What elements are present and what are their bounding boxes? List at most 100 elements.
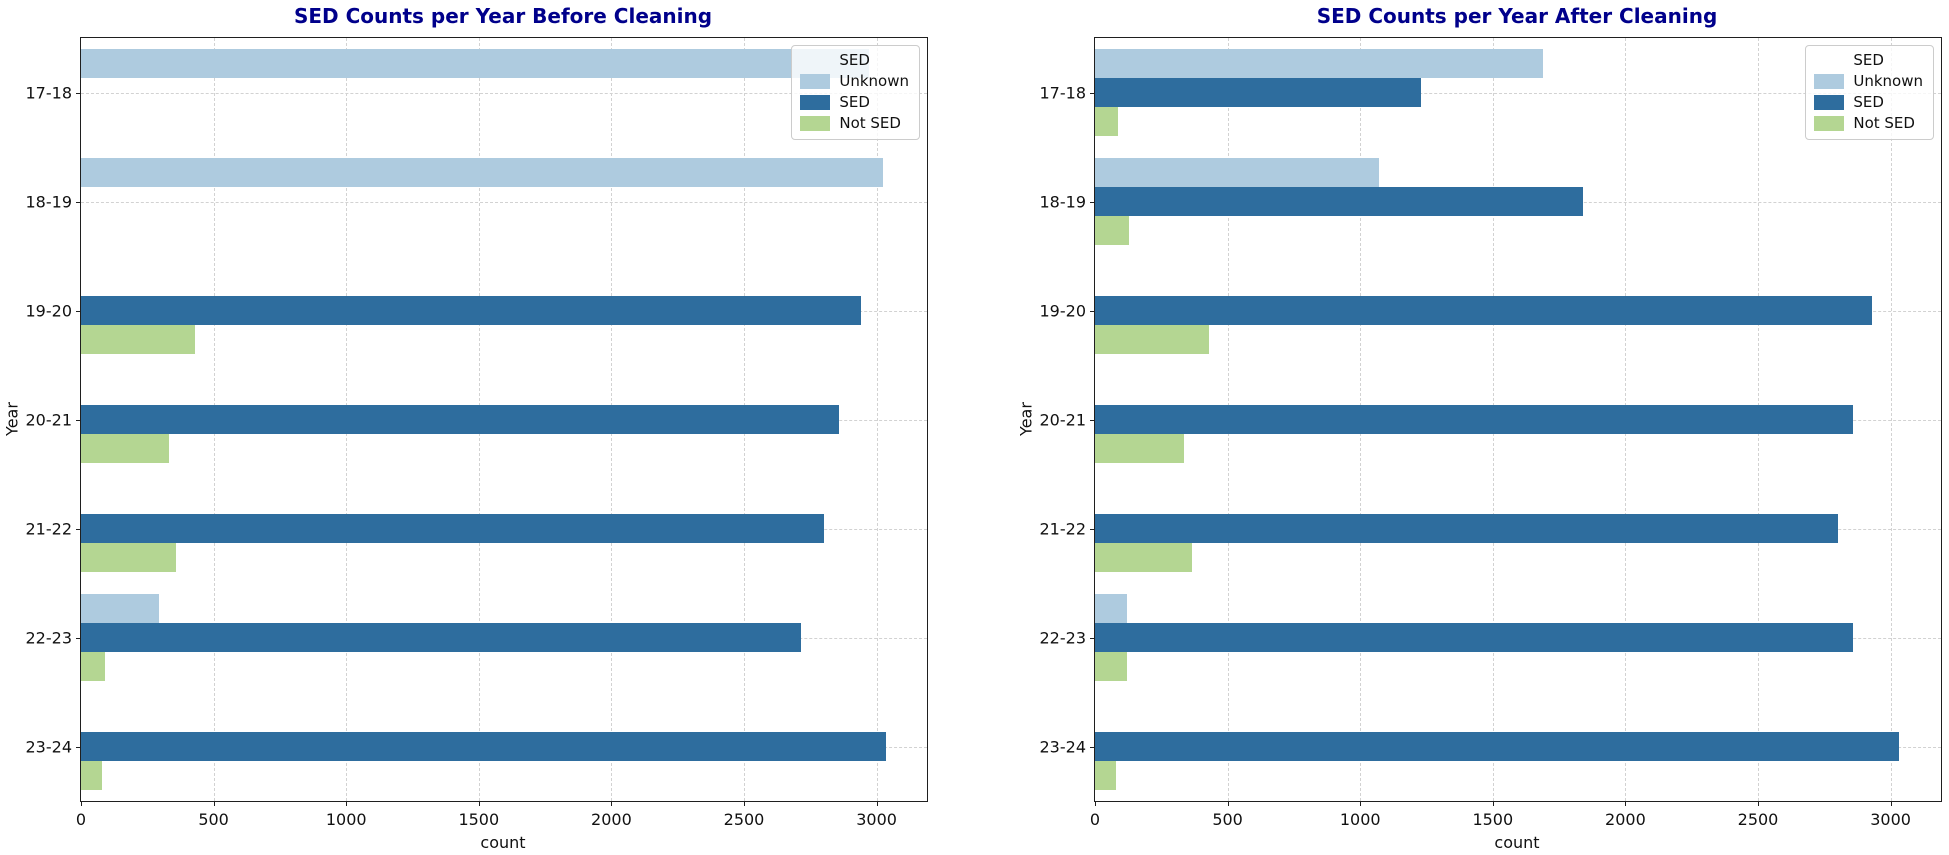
bar-not-sed-23-24 <box>81 761 103 791</box>
bar-sed-23-24 <box>81 731 886 762</box>
legend-title: SED <box>839 51 870 69</box>
bar-sed-22-23 <box>1095 622 1854 653</box>
y-gridline <box>81 201 927 203</box>
bar-sed-17-18 <box>1095 77 1422 108</box>
legend: SED Unknown SED Not SED <box>1805 45 1934 140</box>
bar-sed-22-23 <box>81 622 802 653</box>
bar-not-sed-17-18 <box>1095 107 1118 137</box>
x-tick-mark <box>744 801 745 806</box>
bar-not-sed-21-22 <box>81 543 177 573</box>
legend-item-unknown: Unknown <box>1814 72 1923 90</box>
x-tick-mark <box>1492 801 1494 806</box>
y-tick-label: 21-22 <box>1039 519 1087 538</box>
y-tick-mark <box>76 746 81 748</box>
y-tick-mark <box>1090 746 1095 748</box>
bar-not-sed-22-23 <box>1095 652 1127 682</box>
x-tick-label: 2000 <box>591 810 632 829</box>
y-tick-label: 17-18 <box>1039 83 1087 102</box>
y-tick-mark <box>76 528 81 530</box>
bar-sed-19-20 <box>1095 295 1873 326</box>
x-tick-mark <box>1095 801 1096 806</box>
legend-label: SED <box>839 93 870 111</box>
x-tick-mark <box>876 801 878 806</box>
y-tick-mark <box>76 92 81 94</box>
bar-sed-18-19 <box>1095 186 1583 217</box>
y-gridline <box>81 92 927 94</box>
legend-title: SED <box>1853 51 1884 69</box>
x-axis-label: count <box>480 833 526 852</box>
y-tick-label: 17-18 <box>25 83 73 102</box>
y-tick-label: 23-24 <box>25 737 73 756</box>
plot-area: 0 500 1000 1500 2000 2500 3000 17-18 18-19 19-20 2… <box>26 37 928 829</box>
bar-not-sed-19-20 <box>81 325 196 355</box>
x-tick-mark <box>346 801 348 806</box>
bar-sed-20-21 <box>1095 404 1854 435</box>
x-tick-mark <box>1360 801 1362 806</box>
bar-sed-21-22 <box>1095 513 1838 544</box>
x-tick-label: 3000 <box>1870 810 1911 829</box>
not-sed-swatch-icon <box>1814 115 1845 131</box>
legend-label: Unknown <box>1853 72 1923 90</box>
y-tick-mark <box>76 637 81 639</box>
not-sed-swatch-icon <box>800 115 831 131</box>
plot-area: 0 500 1000 1500 2000 2500 3000 17-18 18-19 19-20 2… <box>1040 37 1942 829</box>
bar-not-sed-21-22 <box>1095 543 1192 573</box>
x-tick-mark <box>1890 801 1892 806</box>
x-tick-label: 1000 <box>1339 810 1381 829</box>
x-tick-label: 0 <box>1089 810 1101 829</box>
y-tick-mark <box>76 310 81 312</box>
x-tick-label: 2500 <box>1737 810 1779 829</box>
legend-item-unknown: Unknown <box>800 72 909 90</box>
x-tick-label: 500 <box>1212 810 1243 829</box>
y-tick-label: 21-22 <box>25 519 73 538</box>
x-tick-mark <box>1625 801 1627 806</box>
legend-label: SED <box>1853 93 1884 111</box>
bar-not-sed-19-20 <box>1095 325 1210 355</box>
y-tick-mark <box>76 201 81 203</box>
legend: SED Unknown SED Not SED <box>791 45 920 140</box>
x-tick-label: 2500 <box>723 810 765 829</box>
y-tick-label: 23-24 <box>1039 737 1087 756</box>
bar-not-sed-20-21 <box>1095 434 1184 464</box>
x-tick-label: 1500 <box>1472 810 1514 829</box>
bar-unknown-17-18 <box>1095 48 1544 78</box>
y-tick-label: 18-19 <box>1039 192 1087 211</box>
y-tick-label: 22-23 <box>25 628 73 647</box>
x-tick-mark <box>81 801 82 806</box>
bar-not-sed-22-23 <box>81 652 105 682</box>
y-tick-label: 20-21 <box>25 410 73 429</box>
x-tick-mark <box>1227 801 1229 806</box>
y-tick-mark <box>1090 310 1095 312</box>
chart-title: SED Counts per Year Before Cleaning <box>293 4 713 28</box>
y-tick-label: 19-20 <box>25 301 73 320</box>
bar-unknown-18-19 <box>1095 157 1379 187</box>
unknown-swatch-icon <box>800 73 831 89</box>
y-tick-label: 20-21 <box>1039 410 1087 429</box>
x-axis-label: count <box>1494 833 1540 852</box>
bar-sed-20-21 <box>81 404 840 435</box>
y-tick-label: 18-19 <box>25 192 73 211</box>
x-tick-label: 1500 <box>458 810 500 829</box>
x-tick-mark <box>611 801 613 806</box>
y-tick-mark <box>1090 637 1095 639</box>
x-tick-label: 500 <box>198 810 229 829</box>
y-tick-mark <box>1090 201 1095 203</box>
bar-unknown-22-23 <box>1095 593 1127 623</box>
bar-not-sed-23-24 <box>1095 761 1117 791</box>
legend-item-not-sed: Not SED <box>800 114 909 132</box>
bar-not-sed-18-19 <box>1095 216 1130 246</box>
y-tick-label: 22-23 <box>1039 628 1087 647</box>
x-tick-label: 3000 <box>856 810 897 829</box>
x-tick-label: 1000 <box>325 810 367 829</box>
bar-sed-23-24 <box>1095 731 1899 762</box>
y-tick-mark <box>1090 92 1095 94</box>
legend-item-sed: SED <box>1814 93 1923 111</box>
bar-sed-19-20 <box>81 295 861 326</box>
legend-label: Not SED <box>839 114 901 132</box>
y-axis-label: Year <box>1016 401 1036 436</box>
chart-title: SED Counts per Year After Cleaning <box>1316 4 1718 28</box>
x-tick-mark <box>213 801 215 806</box>
bar-unknown-17-18 <box>81 48 869 78</box>
y-tick-mark <box>76 419 81 421</box>
y-tick-label: 19-20 <box>1039 301 1087 320</box>
